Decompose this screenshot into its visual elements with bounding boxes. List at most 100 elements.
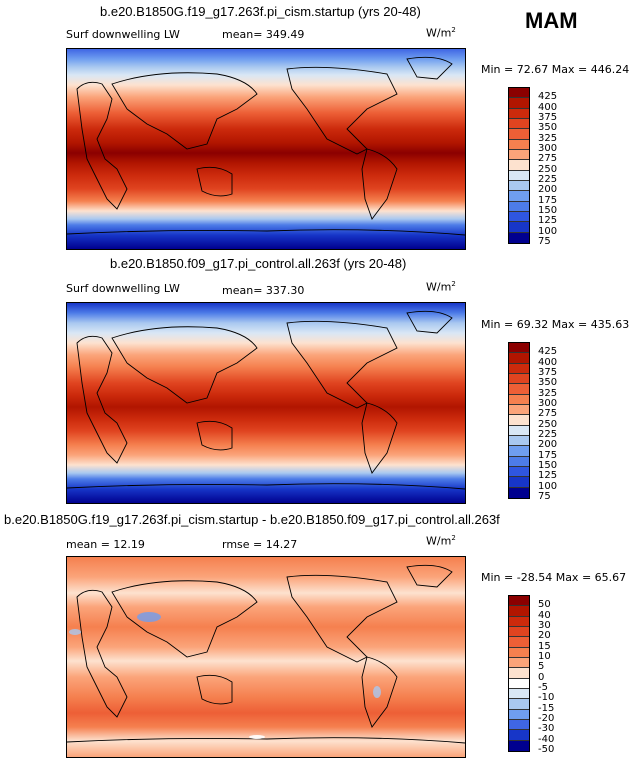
panel2-units: W/m2: [426, 280, 456, 294]
panel1-colorbar-swatch: [509, 211, 529, 223]
panel3-colorbar-tick-label: 50: [538, 599, 551, 611]
panel2-variable-label: Surf downwelling LW: [66, 282, 180, 295]
panel3-colorbar-tick-label: -20: [538, 713, 555, 724]
panel2-colorbar: [508, 342, 530, 499]
panel1-min-value: 72.67: [516, 63, 549, 76]
panel3-colorbar-tick-label: -50: [538, 744, 555, 755]
panel3-colorbar-tick-label: 5: [538, 661, 545, 673]
panel1-colorbar: [508, 87, 530, 244]
panel3-colorbar-swatch: [509, 657, 529, 669]
panel1-colorbar-tick-label: 325: [538, 132, 558, 144]
panel2-colorbar-swatch: [509, 353, 529, 364]
panel1-colorbar-tick-label: 425: [538, 91, 558, 103]
panel2-colorbar-swatch: [509, 394, 529, 405]
panel1-colorbar-swatch: [509, 108, 529, 119]
panel1-colorbar-tick-label: 400: [538, 101, 558, 113]
panel3-rmse-value: 14.27: [265, 538, 298, 551]
panel1-colorbar-tick-label: 250: [538, 163, 558, 175]
panel2-colorbar-tick-label: 275: [538, 408, 558, 420]
panel3-rmse-label: rmse =: [222, 538, 263, 551]
panel3-colorbar-tick-label: -5: [538, 682, 548, 693]
panel1-colorbar-swatch: [509, 98, 529, 109]
panel2-min-label: Min =: [481, 318, 514, 331]
panel2-colorbar-tick-label: 375: [538, 367, 558, 378]
panel1-variable-label: Surf downwelling LW: [66, 28, 180, 41]
panel2-colorbar-tick-label: 175: [538, 449, 558, 461]
panel3-max-label: Max =: [555, 571, 592, 584]
panel2-map: [66, 302, 466, 504]
panel2-colorbar-swatch: [509, 425, 529, 436]
panel3-colorbar-swatch: [509, 699, 529, 710]
panel2-colorbar-tick-label: 350: [538, 377, 558, 389]
panel3-map: [66, 556, 466, 758]
panel1-colorbar-tick-label: 100: [538, 225, 558, 237]
panel1-colorbar-swatch: [509, 170, 529, 181]
panel1-colorbar-tick-label: 75: [538, 236, 551, 247]
panel3-colorbar-swatch: [509, 668, 529, 679]
panel1-units: W/m2: [426, 26, 456, 40]
panel2-colorbar-swatch: [509, 373, 529, 385]
panel2-colorbar-swatch: [509, 477, 529, 488]
panel2-colorbar-tick-label: 325: [538, 387, 558, 399]
panel1-colorbar-tick-label: 300: [538, 143, 558, 154]
panel3-units: W/m2: [426, 534, 456, 548]
panel2-colorbar-swatch: [509, 404, 529, 416]
panel1-colorbar-tick-label: 350: [538, 122, 558, 134]
panel2-colorbar-tick-label: 250: [538, 418, 558, 430]
panel1-max-value: 446.24: [590, 63, 630, 76]
panel3-colorbar-swatch: [509, 606, 529, 617]
panel1-colorbar-swatch: [509, 118, 529, 130]
panel1-map: [66, 48, 466, 250]
panel3-min-value: -28.54: [516, 571, 553, 584]
panel2-colorbar-tick-label: 100: [538, 480, 558, 492]
panel2-colorbar-tick-label: 200: [538, 439, 558, 451]
panel3-colorbar-tick-label: 20: [538, 630, 551, 642]
panel3-minmax: Min = -28.54 Max = 65.67: [481, 571, 626, 584]
panel1-colorbar-swatch: [509, 139, 529, 150]
panel1-colorbar-swatch: [509, 191, 529, 202]
panel3-colorbar-swatch: [509, 637, 529, 648]
panel2-colorbar-tick-label: 400: [538, 356, 558, 368]
panel2-max-label: Max =: [551, 318, 588, 331]
panel2-colorbar-tick-label: 125: [538, 470, 558, 482]
panel2-mean-value: 337.30: [265, 284, 305, 297]
panel2-colorbar-tick-label: 425: [538, 346, 558, 358]
panel2-colorbar-swatch: [509, 415, 529, 426]
panel3-colorbar-tick-label: -30: [538, 723, 555, 735]
panel3-colorbar-tick-label: 30: [538, 620, 551, 631]
panel1-colorbar-swatch: [509, 88, 529, 99]
panel1-colorbar-swatch: [509, 160, 529, 171]
panel1-colorbar-swatch: [509, 201, 529, 212]
panel1-colorbar-swatch: [509, 129, 529, 140]
panel3-colorbar-swatch: [509, 709, 529, 720]
panel3-colorbar-tick-label: 10: [538, 651, 551, 662]
panel2-colorbar-tick-label: 150: [538, 460, 558, 471]
panel1-colorbar-tick-label: 125: [538, 215, 558, 227]
panel2-colorbar-swatch: [509, 363, 529, 374]
panel1-colorbar-tick-label: 150: [538, 205, 558, 216]
panel2-colorbar-swatch: [509, 435, 529, 447]
panel2-colorbar-swatch: [509, 446, 529, 457]
panel3-colorbar: [508, 595, 530, 752]
panel2-min-value: 69.32: [516, 318, 549, 331]
panel3-colorbar-tick-label: -10: [538, 692, 555, 704]
panel2-minmax: Min = 69.32 Max = 435.63: [481, 318, 629, 331]
panel3-colorbar-swatch: [509, 719, 529, 731]
panel3-colorbar-tick-label: -40: [538, 733, 555, 745]
panel2-colorbar-tick-label: 300: [538, 398, 558, 409]
panel1-mean-label: mean=: [222, 28, 263, 41]
panel1-mean-value: 349.49: [265, 28, 305, 41]
panel2-colorbar-swatch: [509, 487, 529, 498]
panel3-colorbar-tick-label: -15: [538, 702, 555, 714]
panel3-colorbar-swatch: [509, 626, 529, 638]
panel3-title: b.e20.B1850G.f19_g17.263f.pi_cism.startu…: [4, 512, 500, 527]
panel1-title: b.e20.B1850G.f19_g17.263f.pi_cism.startu…: [100, 4, 421, 19]
panel3-max-value: 65.67: [594, 571, 627, 584]
panel3-colorbar-swatch: [509, 688, 529, 700]
panel3-colorbar-swatch: [509, 730, 529, 741]
panel2-colorbar-swatch: [509, 343, 529, 354]
panel3-colorbar-swatch: [509, 678, 529, 689]
panel1-colorbar-tick-label: 200: [538, 184, 558, 196]
panel3-colorbar-swatch: [509, 596, 529, 607]
panel3-colorbar-tick-label: 0: [538, 671, 545, 683]
